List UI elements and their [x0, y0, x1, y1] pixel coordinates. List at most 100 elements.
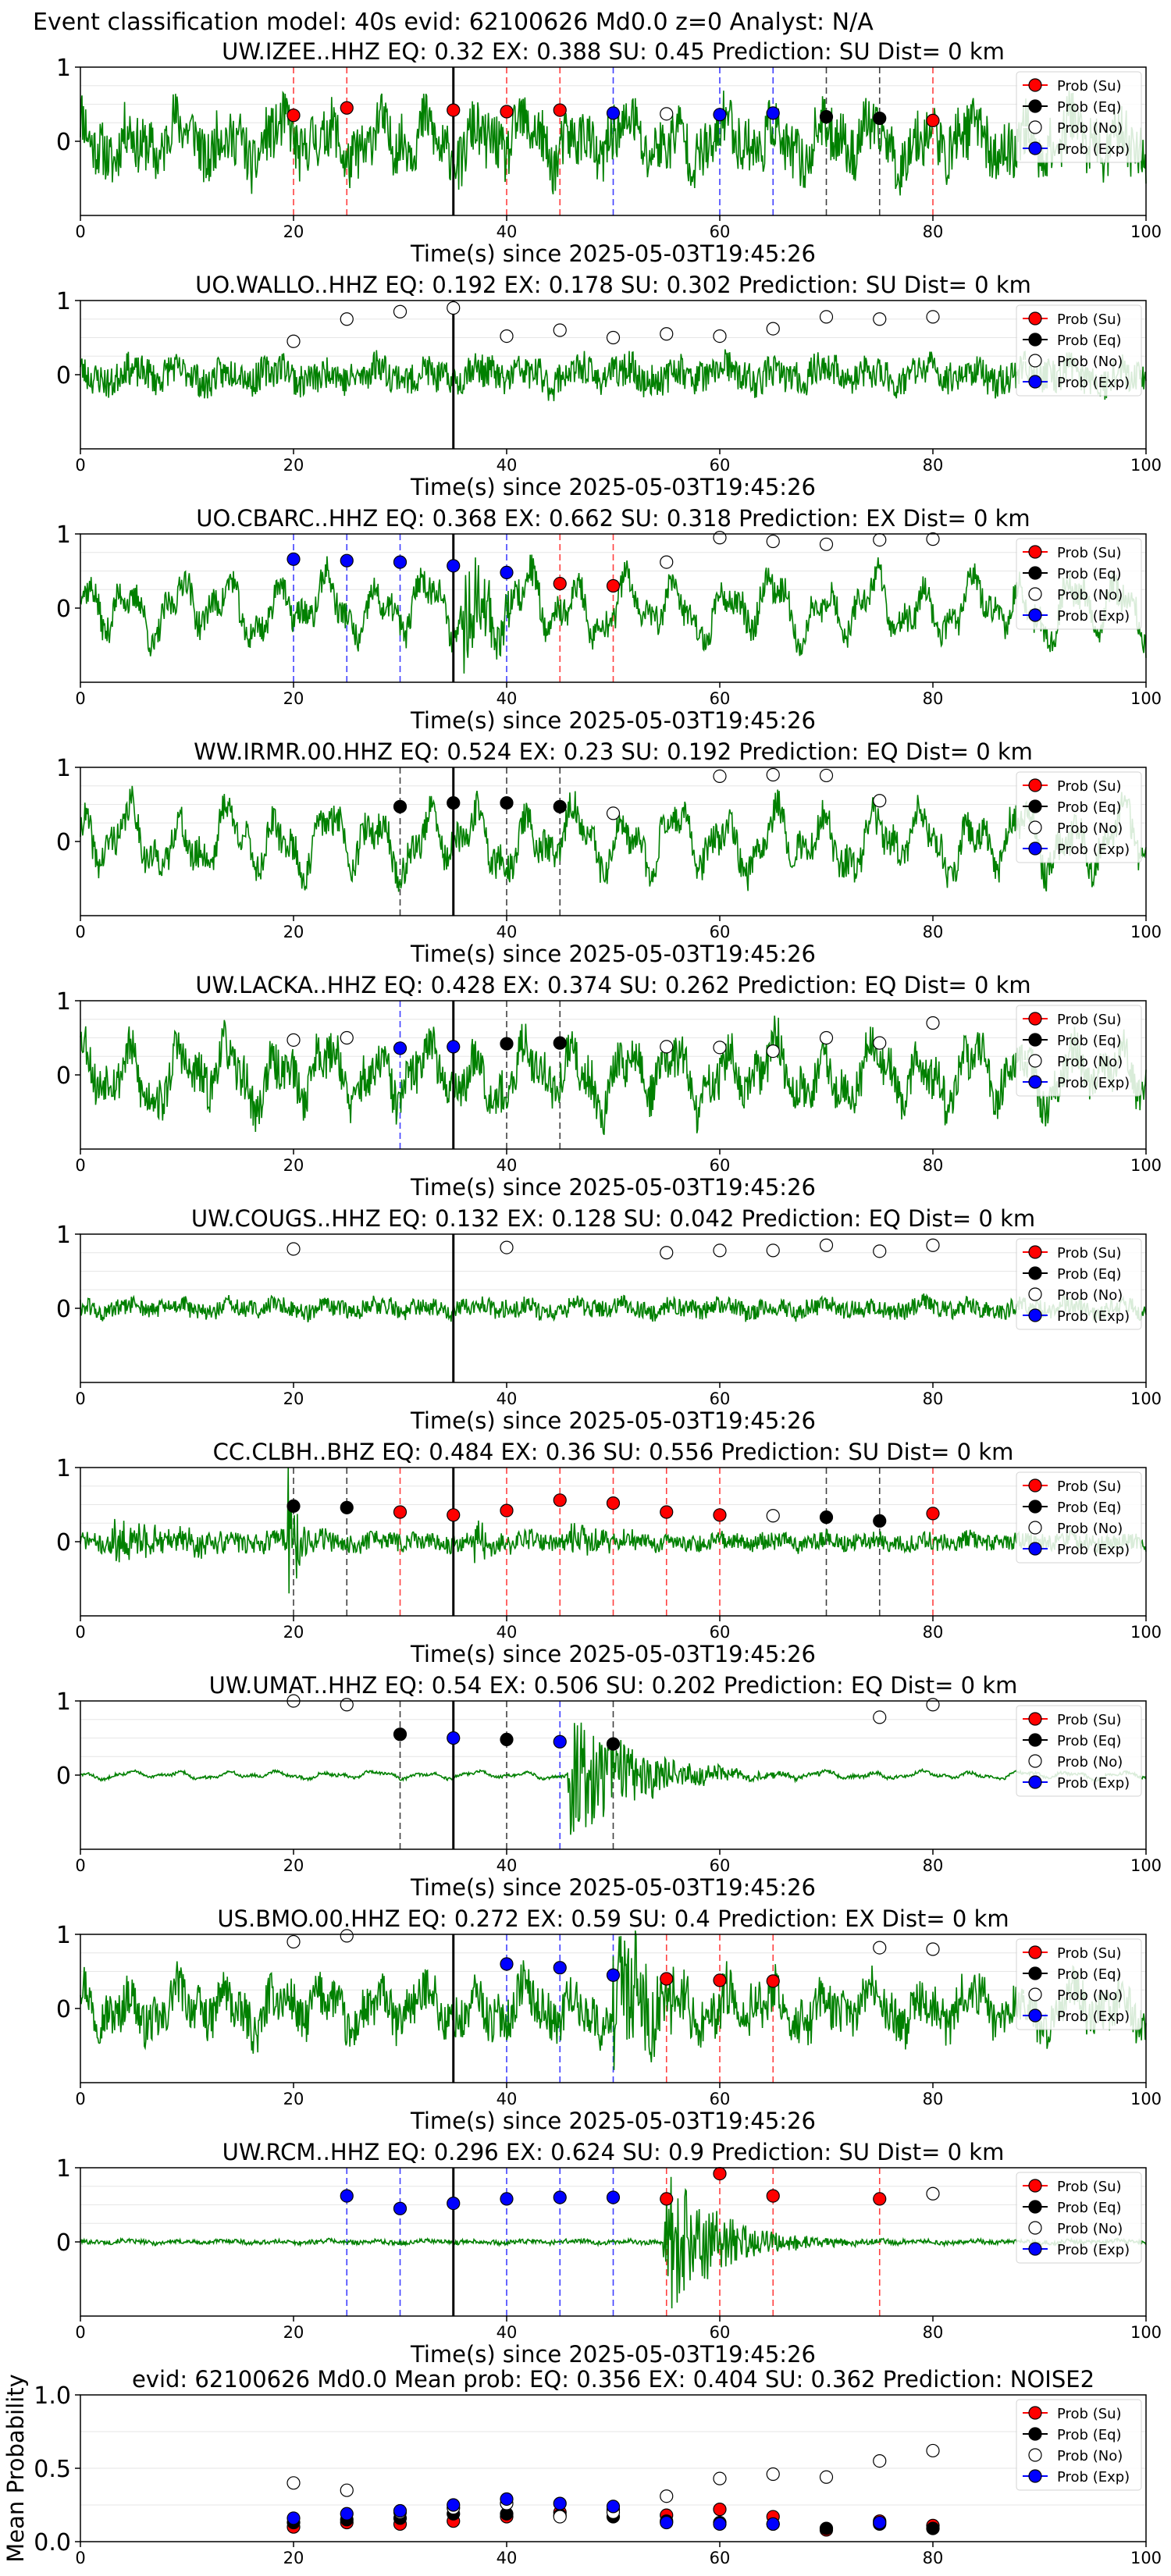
probability-point: [713, 1244, 727, 1258]
probability-point: [926, 310, 940, 324]
mean-probability-point: [606, 2500, 621, 2514]
x-axis-label: Time(s) since 2025-05-03T19:45:26: [410, 474, 816, 500]
x-tick-label: 100: [1130, 2090, 1162, 2108]
legend-label: Prob (No): [1057, 354, 1123, 370]
legend-marker: [1028, 1542, 1042, 1556]
legend-marker: [1028, 1966, 1042, 1980]
legend-marker: [1028, 1054, 1042, 1068]
probability-point: [660, 2192, 674, 2206]
y-tick-label: 1: [56, 288, 71, 315]
waveform-trace: [80, 1930, 1147, 2070]
mean-probability-point: [553, 2496, 567, 2510]
mean-probability-point: [766, 2467, 780, 2482]
x-tick-label: 100: [1130, 2549, 1162, 2567]
probability-point: [287, 552, 301, 566]
legend-box: [1016, 1005, 1142, 1097]
probability-point: [660, 1040, 674, 1054]
panel-title: UW.COUGS..HHZ EQ: 0.132 EX: 0.128 SU: 0.…: [191, 1205, 1035, 1232]
x-tick-label: 80: [923, 1156, 944, 1175]
x-tick-label: 80: [923, 456, 944, 475]
probability-point: [340, 2189, 354, 2203]
legend-marker: [1028, 1754, 1042, 1768]
legend-marker: [1028, 1945, 1042, 1959]
probability-point: [340, 1030, 354, 1045]
probability-point: [393, 2201, 408, 2215]
probability-point: [713, 1508, 727, 1522]
probability-point: [713, 769, 727, 784]
probability-point: [287, 1242, 301, 1256]
x-tick-label: 40: [497, 2323, 518, 2342]
probability-point: [500, 565, 514, 580]
legend-marker: [1028, 2469, 1042, 2483]
probability-point: [340, 101, 354, 115]
legend-label: Prob (Exp): [1057, 375, 1130, 391]
x-tick-label: 20: [283, 2323, 304, 2342]
panel-title: UW.RCM..HHZ EQ: 0.296 EX: 0.624 SU: 0.9 …: [222, 2139, 1005, 2165]
x-axis-label: Time(s) since 2025-05-03T19:45:26: [410, 1641, 816, 1667]
panel-title: evid: 62100626 Md0.0 Mean prob: EQ: 0.35…: [132, 2366, 1094, 2393]
legend-marker: [1028, 141, 1042, 155]
probability-point: [553, 1036, 567, 1050]
legend-marker: [1028, 799, 1042, 813]
x-axis-label: Time(s) since 2025-05-03T19:45:26: [410, 707, 816, 734]
x-tick-label: 60: [710, 456, 731, 475]
legend-label: Prob (No): [1057, 120, 1123, 137]
x-axis-label: Time(s) since 2025-05-03T19:45:26: [410, 240, 816, 267]
panels: UW.IZEE..HHZ EQ: 0.32 EX: 0.388 SU: 0.45…: [2, 38, 1162, 2567]
x-axis-label: Time(s) since 2025-05-03T19:45:26: [410, 1874, 816, 1901]
probability-point: [287, 1033, 301, 1047]
y-tick-label: 0: [56, 1529, 71, 1557]
probability-point: [553, 799, 567, 813]
legend-marker: [1028, 2200, 1042, 2214]
station-panel: UW.UMAT..HHZ EQ: 0.54 EX: 0.506 SU: 0.20…: [56, 1672, 1162, 1901]
legend-marker: [1028, 2221, 1042, 2235]
probability-point: [660, 327, 674, 341]
x-tick-label: 0: [75, 2090, 85, 2108]
legend-marker: [1028, 99, 1042, 113]
probability-point: [713, 329, 727, 343]
mean-probability-point: [926, 2521, 940, 2535]
station-panel: UO.CBARC..HHZ EQ: 0.368 EX: 0.662 SU: 0.…: [56, 505, 1162, 734]
probability-point: [606, 806, 621, 820]
probability-point: [660, 1246, 674, 1260]
probability-point: [660, 1972, 674, 1986]
station-panel: UW.LACKA..HHZ EQ: 0.428 EX: 0.374 SU: 0.…: [56, 972, 1162, 1201]
y-tick-label: 0: [56, 2229, 71, 2257]
probability-point: [926, 532, 940, 546]
legend-label: Prob (Exp): [1057, 2469, 1130, 2485]
x-tick-label: 20: [283, 2549, 304, 2567]
x-axis-label: Time(s) since 2025-05-03T19:45:26: [410, 2108, 816, 2134]
legend-marker: [1028, 2242, 1042, 2256]
x-tick-label: 0: [75, 2549, 85, 2567]
probability-point: [340, 1698, 354, 1712]
legend-label: Prob (Su): [1057, 545, 1122, 561]
legend-label: Prob (Exp): [1057, 1775, 1130, 1791]
probability-point: [553, 577, 567, 591]
probability-point: [660, 107, 674, 121]
legend-marker: [1028, 1987, 1042, 2001]
waveform-trace: [80, 2176, 1147, 2309]
legend-box: [1016, 538, 1142, 630]
legend-marker: [1028, 2008, 1042, 2023]
panel-title: US.BMO.00.HHZ EQ: 0.272 EX: 0.59 SU: 0.4…: [217, 1905, 1009, 1932]
legend-box: [1016, 1705, 1142, 1797]
mean-probability-point: [873, 2454, 887, 2468]
x-tick-label: 60: [710, 2090, 731, 2108]
x-tick-label: 60: [710, 2549, 731, 2567]
probability-point: [500, 1037, 514, 1051]
probability-point: [447, 103, 461, 117]
legend-label: Prob (Su): [1057, 1478, 1122, 1495]
probability-point: [873, 794, 887, 808]
mean-probability-point: [287, 2476, 301, 2490]
x-tick-label: 40: [497, 1389, 518, 1408]
probability-point: [500, 795, 514, 810]
legend-label: Prob (Su): [1057, 2179, 1122, 2195]
x-tick-label: 20: [283, 1389, 304, 1408]
waveform-trace: [80, 349, 1147, 401]
probability-point: [447, 1040, 461, 1054]
probability-point: [287, 1934, 301, 1949]
probability-point: [926, 1942, 940, 1956]
y-tick-label: 1: [56, 2155, 71, 2183]
legend-label: Prob (Su): [1057, 778, 1122, 795]
y-tick-label: 0: [56, 1062, 71, 1090]
